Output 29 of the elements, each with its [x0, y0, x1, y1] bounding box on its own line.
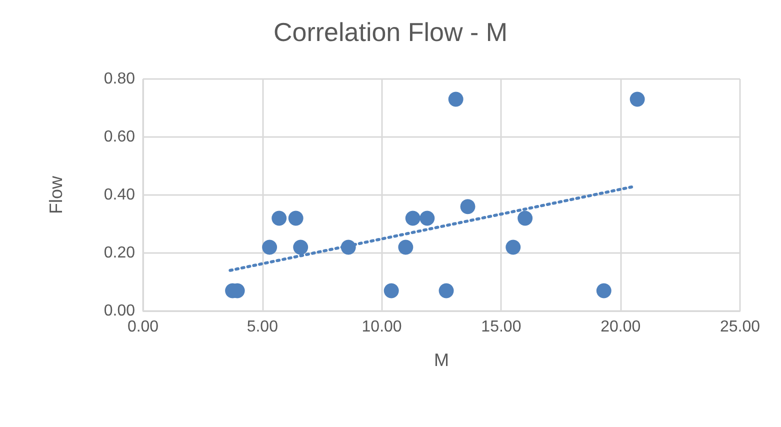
x-tick-label: 10.00 [362, 318, 402, 336]
y-tick-label: 0.00 [104, 302, 136, 320]
y-tick-label: 0.20 [104, 244, 136, 262]
x-tick-label: 0.00 [127, 318, 159, 336]
point [384, 283, 399, 298]
point [272, 210, 287, 226]
point [448, 92, 464, 107]
y-tick-label: 0.80 [104, 70, 136, 88]
point [506, 240, 521, 255]
x-tick-label: 5.00 [246, 318, 278, 336]
point [596, 283, 612, 298]
point [518, 210, 533, 226]
chart-title: Correlation Flow - M [273, 17, 508, 47]
y-tick-label: 0.60 [104, 128, 136, 146]
x-tick-label: 20.00 [600, 318, 641, 336]
x-tick-label: 25.00 [720, 318, 760, 336]
point [398, 240, 414, 255]
x-axis-title: M [434, 350, 449, 370]
point [420, 210, 435, 226]
point [460, 199, 476, 214]
point [288, 210, 304, 226]
point [438, 283, 454, 298]
point [293, 240, 308, 255]
point [262, 240, 278, 255]
x-tick-label: 15.00 [481, 318, 522, 336]
y-axis-title: Flow [46, 175, 66, 214]
y-tick-label: 0.40 [104, 186, 136, 204]
point [630, 92, 645, 107]
point [405, 210, 420, 226]
